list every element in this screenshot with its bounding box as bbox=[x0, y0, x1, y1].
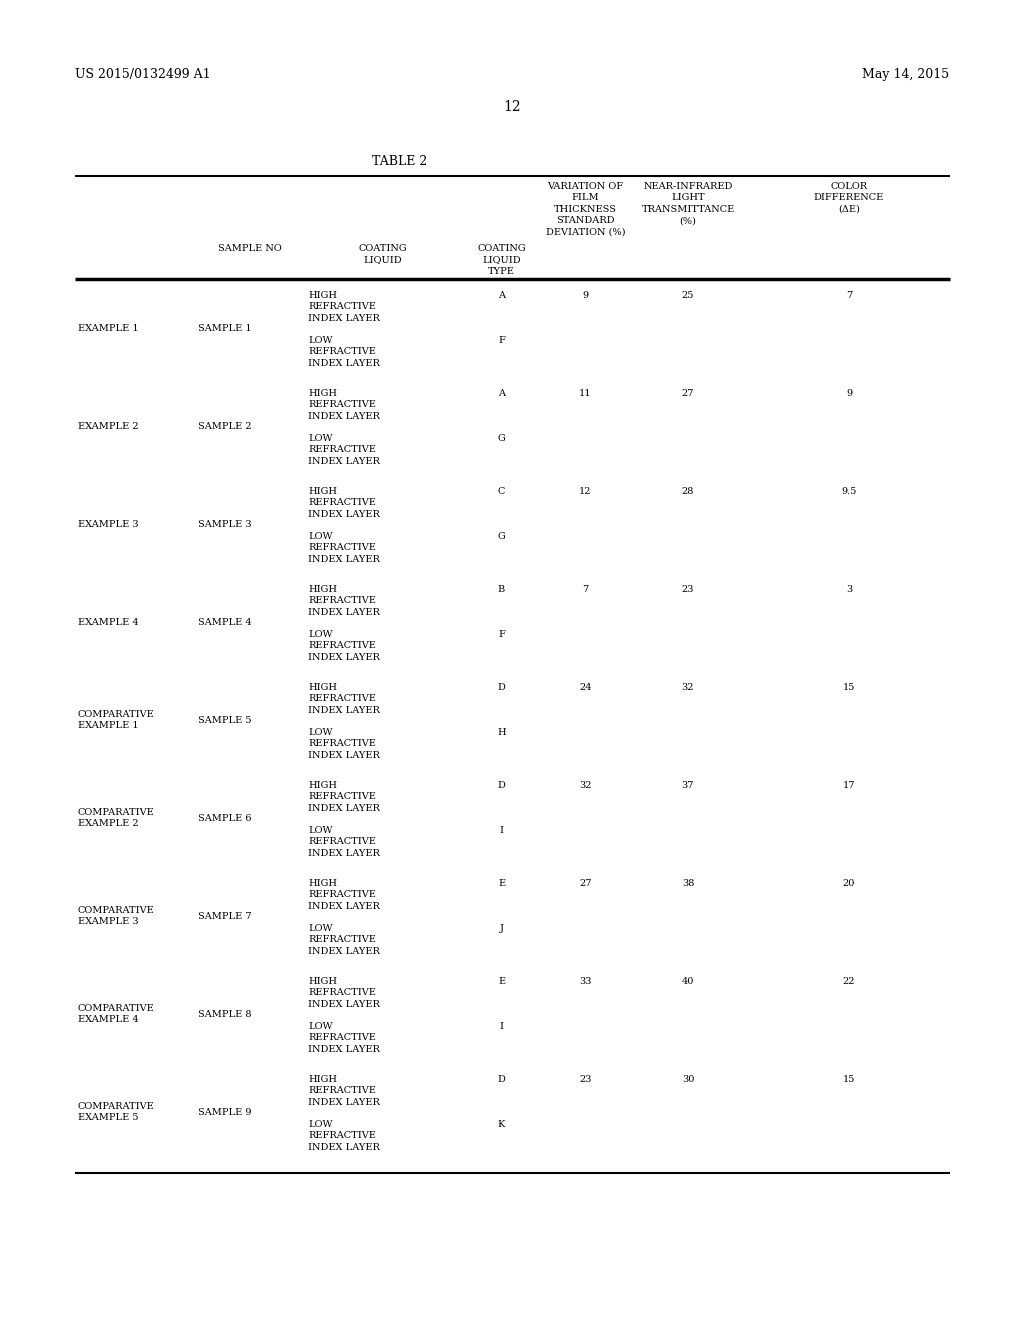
Text: B: B bbox=[498, 585, 505, 594]
Text: HIGH
REFRACTIVE
INDEX LAYER: HIGH REFRACTIVE INDEX LAYER bbox=[308, 781, 380, 813]
Text: SAMPLE 9: SAMPLE 9 bbox=[198, 1107, 252, 1117]
Text: HIGH
REFRACTIVE
INDEX LAYER: HIGH REFRACTIVE INDEX LAYER bbox=[308, 389, 380, 421]
Text: 9.5: 9.5 bbox=[842, 487, 857, 496]
Text: EXAMPLE 4: EXAMPLE 4 bbox=[78, 618, 138, 627]
Text: 28: 28 bbox=[682, 487, 694, 496]
Text: SAMPLE NO: SAMPLE NO bbox=[218, 244, 282, 253]
Text: EXAMPLE 3: EXAMPLE 3 bbox=[78, 520, 138, 528]
Text: LOW
REFRACTIVE
INDEX LAYER: LOW REFRACTIVE INDEX LAYER bbox=[308, 1022, 380, 1053]
Text: 33: 33 bbox=[580, 977, 592, 986]
Text: 12: 12 bbox=[580, 487, 592, 496]
Text: SAMPLE 2: SAMPLE 2 bbox=[198, 421, 252, 430]
Text: COMPARATIVE
EXAMPLE 5: COMPARATIVE EXAMPLE 5 bbox=[78, 1102, 155, 1122]
Text: 9: 9 bbox=[583, 290, 589, 300]
Text: SAMPLE 1: SAMPLE 1 bbox=[198, 323, 252, 333]
Text: 37: 37 bbox=[682, 781, 694, 789]
Text: 20: 20 bbox=[843, 879, 855, 888]
Text: 15: 15 bbox=[843, 1074, 855, 1084]
Text: LOW
REFRACTIVE
INDEX LAYER: LOW REFRACTIVE INDEX LAYER bbox=[308, 434, 380, 466]
Text: 32: 32 bbox=[682, 682, 694, 692]
Text: TABLE 2: TABLE 2 bbox=[373, 154, 428, 168]
Text: LOW
REFRACTIVE
INDEX LAYER: LOW REFRACTIVE INDEX LAYER bbox=[308, 532, 380, 564]
Text: SAMPLE 5: SAMPLE 5 bbox=[198, 715, 252, 725]
Text: COLOR
DIFFERENCE
(ΔE): COLOR DIFFERENCE (ΔE) bbox=[814, 182, 884, 214]
Text: 7: 7 bbox=[846, 290, 852, 300]
Text: SAMPLE 4: SAMPLE 4 bbox=[198, 618, 252, 627]
Text: COMPARATIVE
EXAMPLE 4: COMPARATIVE EXAMPLE 4 bbox=[78, 1005, 155, 1024]
Text: G: G bbox=[498, 532, 506, 541]
Text: 12: 12 bbox=[503, 100, 521, 114]
Text: E: E bbox=[498, 879, 505, 888]
Text: I: I bbox=[500, 1022, 504, 1031]
Text: 30: 30 bbox=[682, 1074, 694, 1084]
Text: HIGH
REFRACTIVE
INDEX LAYER: HIGH REFRACTIVE INDEX LAYER bbox=[308, 1074, 380, 1107]
Text: 3: 3 bbox=[846, 585, 852, 594]
Text: J: J bbox=[500, 924, 504, 933]
Text: H: H bbox=[498, 729, 506, 737]
Text: 23: 23 bbox=[580, 1074, 592, 1084]
Text: NEAR-INFRARED
LIGHT
TRANSMITTANCE
(%): NEAR-INFRARED LIGHT TRANSMITTANCE (%) bbox=[641, 182, 734, 226]
Text: LOW
REFRACTIVE
INDEX LAYER: LOW REFRACTIVE INDEX LAYER bbox=[308, 924, 380, 956]
Text: EXAMPLE 1: EXAMPLE 1 bbox=[78, 323, 138, 333]
Text: 9: 9 bbox=[846, 389, 852, 399]
Text: LOW
REFRACTIVE
INDEX LAYER: LOW REFRACTIVE INDEX LAYER bbox=[308, 1119, 380, 1152]
Text: G: G bbox=[498, 434, 506, 444]
Text: A: A bbox=[498, 290, 505, 300]
Text: 23: 23 bbox=[682, 585, 694, 594]
Text: LOW
REFRACTIVE
INDEX LAYER: LOW REFRACTIVE INDEX LAYER bbox=[308, 729, 380, 760]
Text: VARIATION OF
FILM
THICKNESS
STANDARD
DEVIATION (%): VARIATION OF FILM THICKNESS STANDARD DEV… bbox=[546, 182, 626, 236]
Text: K: K bbox=[498, 1119, 505, 1129]
Text: HIGH
REFRACTIVE
INDEX LAYER: HIGH REFRACTIVE INDEX LAYER bbox=[308, 487, 380, 519]
Text: HIGH
REFRACTIVE
INDEX LAYER: HIGH REFRACTIVE INDEX LAYER bbox=[308, 682, 380, 715]
Text: 15: 15 bbox=[843, 682, 855, 692]
Text: 22: 22 bbox=[843, 977, 855, 986]
Text: 25: 25 bbox=[682, 290, 694, 300]
Text: D: D bbox=[498, 781, 506, 789]
Text: 7: 7 bbox=[583, 585, 589, 594]
Text: LOW
REFRACTIVE
INDEX LAYER: LOW REFRACTIVE INDEX LAYER bbox=[308, 337, 380, 368]
Text: 38: 38 bbox=[682, 879, 694, 888]
Text: SAMPLE 8: SAMPLE 8 bbox=[198, 1010, 252, 1019]
Text: 27: 27 bbox=[580, 879, 592, 888]
Text: HIGH
REFRACTIVE
INDEX LAYER: HIGH REFRACTIVE INDEX LAYER bbox=[308, 585, 380, 616]
Text: COATING
LIQUID: COATING LIQUID bbox=[358, 244, 407, 264]
Text: HIGH
REFRACTIVE
INDEX LAYER: HIGH REFRACTIVE INDEX LAYER bbox=[308, 290, 380, 323]
Text: I: I bbox=[500, 826, 504, 836]
Text: HIGH
REFRACTIVE
INDEX LAYER: HIGH REFRACTIVE INDEX LAYER bbox=[308, 977, 380, 1008]
Text: 40: 40 bbox=[682, 977, 694, 986]
Text: D: D bbox=[498, 1074, 506, 1084]
Text: 32: 32 bbox=[580, 781, 592, 789]
Text: D: D bbox=[498, 682, 506, 692]
Text: 24: 24 bbox=[580, 682, 592, 692]
Text: SAMPLE 7: SAMPLE 7 bbox=[198, 912, 252, 920]
Text: SAMPLE 3: SAMPLE 3 bbox=[198, 520, 252, 528]
Text: COMPARATIVE
EXAMPLE 1: COMPARATIVE EXAMPLE 1 bbox=[78, 710, 155, 730]
Text: 17: 17 bbox=[843, 781, 855, 789]
Text: 11: 11 bbox=[580, 389, 592, 399]
Text: F: F bbox=[498, 337, 505, 345]
Text: F: F bbox=[498, 630, 505, 639]
Text: 27: 27 bbox=[682, 389, 694, 399]
Text: COATING
LIQUID
TYPE: COATING LIQUID TYPE bbox=[477, 244, 525, 276]
Text: SAMPLE 6: SAMPLE 6 bbox=[198, 813, 252, 822]
Text: E: E bbox=[498, 977, 505, 986]
Text: May 14, 2015: May 14, 2015 bbox=[862, 69, 949, 81]
Text: COMPARATIVE
EXAMPLE 3: COMPARATIVE EXAMPLE 3 bbox=[78, 906, 155, 927]
Text: C: C bbox=[498, 487, 505, 496]
Text: US 2015/0132499 A1: US 2015/0132499 A1 bbox=[75, 69, 211, 81]
Text: LOW
REFRACTIVE
INDEX LAYER: LOW REFRACTIVE INDEX LAYER bbox=[308, 630, 380, 661]
Text: COMPARATIVE
EXAMPLE 2: COMPARATIVE EXAMPLE 2 bbox=[78, 808, 155, 829]
Text: LOW
REFRACTIVE
INDEX LAYER: LOW REFRACTIVE INDEX LAYER bbox=[308, 826, 380, 858]
Text: HIGH
REFRACTIVE
INDEX LAYER: HIGH REFRACTIVE INDEX LAYER bbox=[308, 879, 380, 911]
Text: EXAMPLE 2: EXAMPLE 2 bbox=[78, 421, 138, 430]
Text: A: A bbox=[498, 389, 505, 399]
